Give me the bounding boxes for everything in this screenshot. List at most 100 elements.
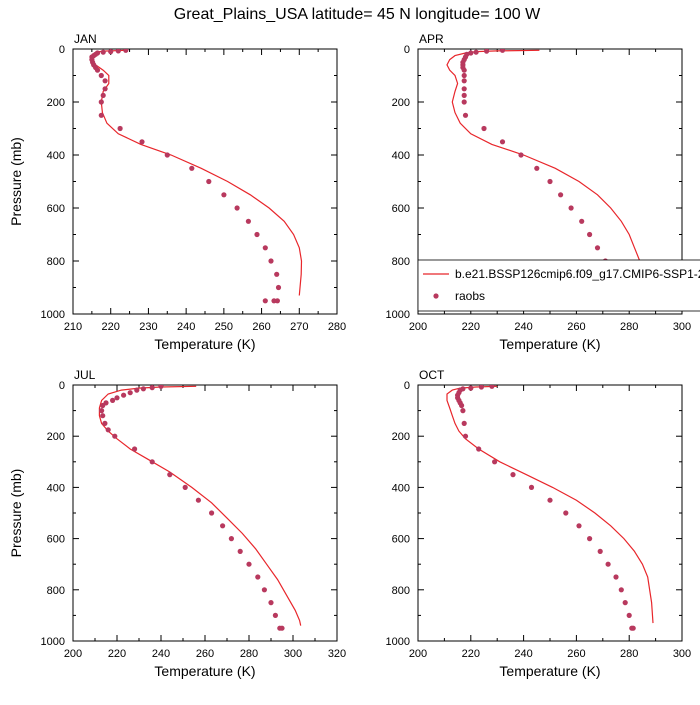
raobs-point — [279, 625, 285, 631]
raobs-point — [221, 192, 227, 198]
x-axis-title: Temperature (K) — [154, 663, 255, 679]
x-axis-title: Temperature (K) — [499, 663, 600, 679]
y-tick-label: 400 — [392, 482, 410, 494]
raobs-point — [468, 50, 474, 56]
raobs-point — [132, 446, 138, 452]
x-tick-label: 200 — [409, 648, 427, 660]
raobs-point — [140, 386, 146, 392]
raobs-point — [167, 472, 173, 478]
y-tick-label: 400 — [47, 482, 65, 494]
raobs-point — [123, 49, 129, 53]
raobs-point — [492, 459, 498, 465]
raobs-point — [461, 78, 467, 84]
plot-area — [98, 385, 302, 631]
plot-frame — [72, 384, 338, 642]
raobs-point — [164, 152, 170, 158]
raobs-point — [476, 446, 482, 452]
raobs-point — [158, 385, 164, 389]
raobs-point — [206, 178, 212, 185]
raobs-point — [461, 86, 467, 92]
raobs-point — [576, 523, 582, 529]
raobs-point — [149, 385, 155, 391]
raobs-point — [587, 231, 593, 238]
raobs-point — [246, 561, 252, 567]
raobs-point — [127, 390, 133, 396]
raobs-point — [484, 49, 490, 54]
raobs-point — [271, 298, 277, 304]
raobs-point — [461, 67, 467, 73]
main-title: Great_Plains_USA latitude= 45 N longitud… — [174, 6, 541, 23]
raobs-point — [473, 49, 479, 55]
panel-jan: 210 220 230 240 250 260 270 280 0 200 400 600 800 100… — [8, 32, 346, 352]
raobs-point — [461, 99, 467, 105]
raobs-point — [534, 165, 540, 171]
x-tick-label: 230 — [139, 321, 157, 333]
raobs-point — [462, 433, 469, 439]
x-tick-label: 280 — [240, 648, 258, 660]
x-tick-label: 200 — [409, 321, 427, 333]
raobs-point — [245, 218, 251, 224]
y-tick-label: 600 — [392, 534, 410, 546]
raobs-point — [99, 408, 105, 414]
raobs-point — [237, 548, 243, 555]
raobs-point — [499, 49, 506, 53]
raobs-point — [275, 284, 282, 291]
raobs-point — [618, 587, 624, 593]
x-axis-title: Temperature (K) — [499, 336, 600, 352]
x-tick-label: 280 — [328, 321, 346, 333]
y-tick-label: 1000 — [41, 309, 65, 321]
raobs-point — [481, 125, 487, 132]
raobs-point — [272, 612, 278, 619]
x-tick-label: 210 — [64, 321, 82, 333]
y-tick-label: 200 — [392, 97, 410, 109]
y-tick-label: 200 — [392, 431, 410, 443]
x-tick-label: 220 — [102, 321, 120, 333]
x-tick-label: 300 — [673, 321, 691, 333]
x-tick-label: 260 — [196, 648, 214, 660]
legend-model-label: b.e21.BSSP126cmip6.f09_g17.CMIP6-SSP1-2.… — [455, 267, 700, 281]
legend-obs-label: raobs — [455, 289, 485, 303]
raobs-point — [110, 397, 116, 403]
x-tick-label: 280 — [620, 648, 638, 660]
raobs-point — [102, 86, 108, 92]
panel-label: APR — [419, 32, 444, 46]
panel-apr: 200 220 240 260 280 300 0 200 400 600 800 1000 APR Te… — [386, 32, 692, 352]
y-tick-label: 1000 — [386, 636, 410, 648]
x-tick-label: 260 — [252, 321, 270, 333]
x-tick-label: 240 — [177, 321, 195, 333]
raobs-point — [262, 298, 268, 304]
raobs-point — [558, 192, 564, 198]
raobs-point — [597, 548, 603, 555]
raobs-point — [563, 510, 569, 516]
raobs-point — [461, 72, 467, 79]
raobs-point — [139, 139, 145, 145]
raobs-point — [605, 561, 611, 567]
panel-oct: 200 220 240 260 280 300 0 200 400 600 800 1000 OCT Te… — [386, 368, 692, 679]
raobs-point — [100, 49, 106, 55]
x-tick-label: 300 — [284, 648, 302, 660]
x-tick-label: 250 — [215, 321, 233, 333]
raobs-point — [112, 433, 118, 439]
raobs-point — [461, 92, 467, 98]
y-tick-label: 600 — [392, 203, 410, 215]
panels-group: 210 220 230 240 250 260 270 280 0 200 400 600 800 100… — [8, 32, 691, 679]
raobs-point — [255, 574, 261, 580]
raobs-point — [102, 78, 108, 84]
raobs-point — [594, 245, 601, 251]
raobs-point — [478, 385, 484, 390]
y-tick-label: 800 — [392, 585, 410, 597]
raobs-point — [579, 218, 585, 224]
raobs-point — [98, 112, 104, 118]
panel-label: JUL — [74, 368, 96, 382]
x-tick-label: 220 — [108, 648, 126, 660]
legend-obs-swatch — [433, 293, 439, 299]
x-tick-label: 240 — [514, 648, 532, 660]
y-tick-label: 800 — [392, 256, 410, 268]
raobs-point — [274, 271, 280, 277]
panel-label: JAN — [74, 32, 97, 46]
raobs-point — [510, 472, 516, 478]
y-tick-label: 800 — [47, 585, 65, 597]
raobs-point — [468, 385, 474, 391]
y-tick-label: 1000 — [386, 309, 410, 321]
raobs-point — [547, 178, 553, 185]
